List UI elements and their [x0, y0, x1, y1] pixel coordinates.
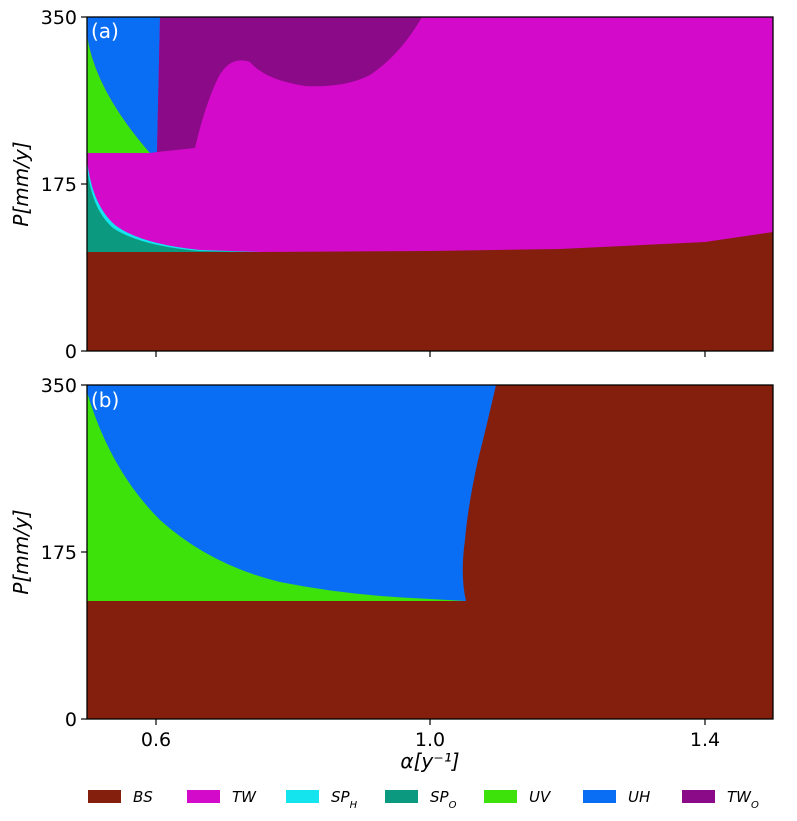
- panel-a-ytick-350: 350: [41, 7, 77, 29]
- legend-item-sp-h: SPH: [286, 788, 358, 811]
- x-axis-label: α[y⁻¹]: [400, 749, 459, 773]
- panel-b: [87, 385, 773, 719]
- legend-label: TW: [232, 788, 257, 806]
- panel-b-ytick-0: 0: [65, 709, 77, 731]
- panel-a: [87, 17, 773, 351]
- legend-label: UH: [628, 788, 650, 806]
- legend-label: SPH: [331, 788, 358, 811]
- legend-swatch: [187, 790, 220, 803]
- legend-item-tw-o: TWO: [682, 788, 759, 811]
- panel-a-label: (a): [91, 19, 119, 43]
- legend-swatch: [88, 790, 121, 803]
- xtick-1-0: 1.0: [415, 729, 445, 751]
- region-uh: [87, 17, 160, 153]
- legend-swatch: [385, 790, 418, 803]
- panel-b-ytick-175: 175: [41, 542, 77, 564]
- panel-b-yaxis: 350 175 0 P[mm/y]: [9, 375, 87, 731]
- legend-swatch: [484, 790, 517, 803]
- region-uv: [87, 35, 150, 153]
- legend-swatch: [682, 790, 715, 803]
- legend-label: SPO: [430, 788, 457, 811]
- legend-item-tw: TW: [187, 788, 257, 806]
- legend-item-sp-o: SPO: [385, 788, 457, 811]
- panel-a-ylabel: P[mm/y]: [9, 141, 33, 226]
- legend-item-uv: UV: [484, 788, 552, 806]
- legend-item-uh: UH: [583, 788, 650, 806]
- panel-b-label: (b): [91, 388, 119, 412]
- region-sp-o: [87, 163, 258, 252]
- panel-b-xaxis: 0.6 1.0 1.4 α[y⁻¹]: [141, 719, 720, 773]
- legend-item-bs: BS: [88, 788, 153, 806]
- legend-swatch: [286, 790, 319, 803]
- panel-a-xaxis: [155, 351, 706, 357]
- panel-b-ylabel: P[mm/y]: [9, 509, 33, 594]
- region-tw-o: [157, 17, 422, 152]
- xtick-1-4: 1.4: [690, 729, 720, 751]
- xtick-0-6: 0.6: [141, 729, 171, 751]
- panel-b-ytick-350: 350: [41, 375, 77, 397]
- legend-label: TWO: [727, 788, 759, 811]
- legend-swatch: [583, 790, 616, 803]
- legend-label: BS: [133, 788, 153, 806]
- panel-a-ytick-0: 0: [65, 341, 77, 363]
- legend: BS TW SPH SPO UV UH TWO: [88, 788, 759, 811]
- legend-label: UV: [529, 788, 552, 806]
- panel-a-yaxis: 350 175 0 P[mm/y]: [9, 7, 87, 363]
- region-bs: [87, 232, 773, 351]
- panel-a-ytick-175: 175: [41, 174, 77, 196]
- region-uv-b: [87, 392, 466, 601]
